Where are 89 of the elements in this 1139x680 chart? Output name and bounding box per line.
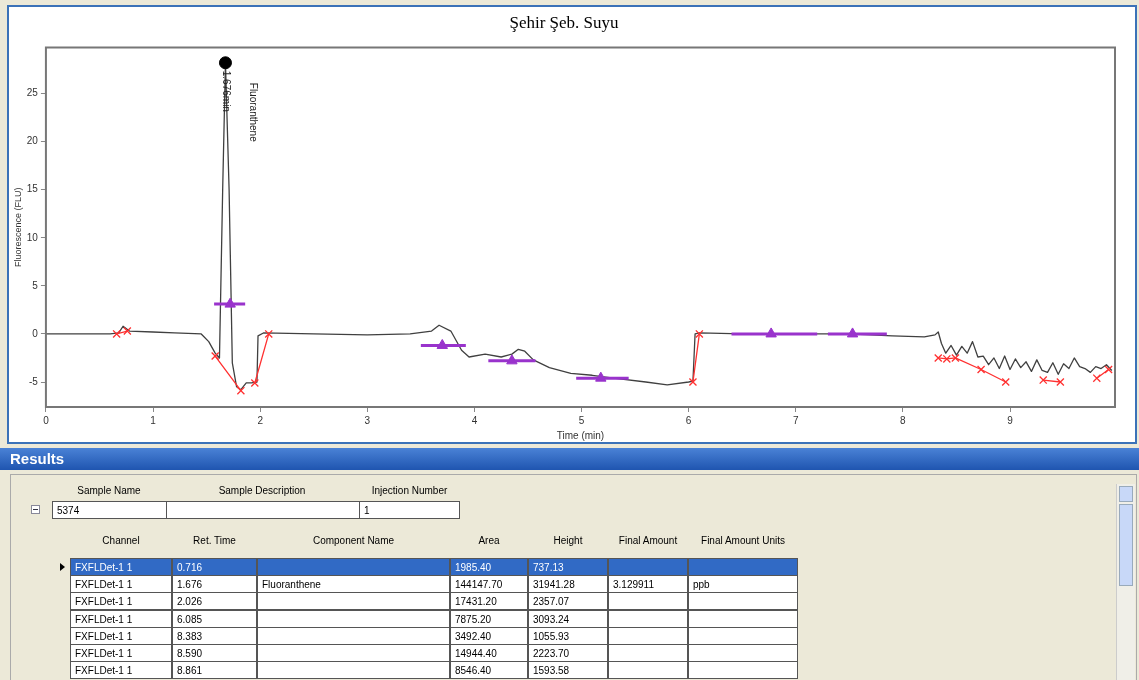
point xyxy=(436,338,448,349)
text: 1985.40 xyxy=(450,558,528,576)
point xyxy=(1001,377,1010,387)
text: 1.676 xyxy=(172,575,257,594)
text: 3.129911 xyxy=(608,575,688,594)
point xyxy=(1039,375,1048,385)
text: 2.026 xyxy=(172,592,257,611)
y-tick-label: 15 xyxy=(26,183,39,195)
point xyxy=(218,56,232,70)
text: 8.861 xyxy=(172,661,257,680)
text: 5374 xyxy=(52,501,167,519)
text: 8.383 xyxy=(172,626,257,645)
text: Results xyxy=(0,448,1139,470)
text: Component Name xyxy=(257,532,450,550)
text: 31941.28 xyxy=(528,575,608,594)
text: FXFLDet-1 1 xyxy=(70,558,172,576)
point xyxy=(595,371,607,382)
y-tick-label: 5 xyxy=(32,279,39,291)
text: 17431.20 xyxy=(450,592,528,611)
x-tick-label: 3 xyxy=(364,414,371,426)
text: Final Amount Units xyxy=(688,532,798,550)
point xyxy=(934,353,943,363)
point xyxy=(951,353,960,363)
text: Channel xyxy=(70,532,172,550)
text: FXFLDet-1 1 xyxy=(70,644,172,662)
text: 144147.70 xyxy=(450,575,528,594)
text: Sample Name xyxy=(52,482,166,500)
chart-title: Şehir Şeb. Suyu xyxy=(509,12,620,32)
text: 1 xyxy=(359,501,460,519)
text: 0.716 xyxy=(172,558,257,576)
text: FXFLDet-1 1 xyxy=(70,575,172,594)
y-tick-label: 10 xyxy=(26,231,39,243)
text: 2223.70 xyxy=(528,644,608,662)
point xyxy=(942,354,951,364)
point xyxy=(236,386,246,395)
y-axis-title: Fluorescence (FLU) xyxy=(12,187,23,267)
text: ppb xyxy=(688,575,798,594)
point xyxy=(1056,377,1065,387)
point xyxy=(1104,365,1113,374)
point xyxy=(695,329,704,339)
text: FXFLDet-1 1 xyxy=(70,626,172,645)
x-axis-title: Time (min) xyxy=(556,429,605,441)
text: 1593.58 xyxy=(528,661,608,680)
text: 3093.24 xyxy=(528,609,608,628)
annotation: Fluoranthene xyxy=(247,82,259,143)
x-tick-label: 0 xyxy=(43,414,50,426)
point xyxy=(1092,373,1101,383)
point xyxy=(688,377,698,387)
text: 8546.40 xyxy=(450,661,528,680)
text: Final Amount xyxy=(608,532,688,550)
y-tick-label: 25 xyxy=(26,87,39,99)
text: Sample Description xyxy=(167,482,357,500)
x-tick-label: 2 xyxy=(257,414,264,426)
text: 3492.40 xyxy=(450,626,528,645)
text: Injection Number xyxy=(359,482,460,500)
point xyxy=(210,351,220,361)
point xyxy=(112,329,121,339)
text: 737.13 xyxy=(528,558,608,576)
text: 6.085 xyxy=(172,609,257,628)
text: 14944.40 xyxy=(450,644,528,662)
text: 7875.20 xyxy=(450,609,528,628)
text: FXFLDet-1 1 xyxy=(70,592,172,611)
text: Ret. Time xyxy=(172,532,257,550)
text: FXFLDet-1 1 xyxy=(70,661,172,680)
text: 1055.93 xyxy=(528,626,608,645)
x-tick-label: 1 xyxy=(150,414,157,426)
y-tick-label: -5 xyxy=(29,375,39,387)
x-tick-label: 6 xyxy=(685,414,692,426)
y-tick-label: 20 xyxy=(26,135,39,147)
text: 2357.07 xyxy=(528,592,608,611)
point xyxy=(250,378,259,388)
x-tick-label: 9 xyxy=(1007,414,1014,426)
x-tick-label: 5 xyxy=(578,414,585,426)
x-tick-label: 7 xyxy=(793,414,799,426)
point xyxy=(765,327,777,338)
text: Fluoranthene xyxy=(257,575,450,594)
text: FXFLDet-1 1 xyxy=(70,609,172,628)
text: 8.590 xyxy=(172,644,257,662)
point xyxy=(224,297,236,308)
text: Area xyxy=(450,532,528,550)
x-tick-label: 4 xyxy=(471,414,478,426)
x-tick-label: 8 xyxy=(900,414,907,426)
y-tick-label: 0 xyxy=(32,327,39,339)
point xyxy=(976,365,986,374)
point xyxy=(506,354,518,365)
text: Height xyxy=(528,532,608,550)
point xyxy=(264,329,273,339)
point xyxy=(846,327,859,338)
point xyxy=(123,326,132,336)
